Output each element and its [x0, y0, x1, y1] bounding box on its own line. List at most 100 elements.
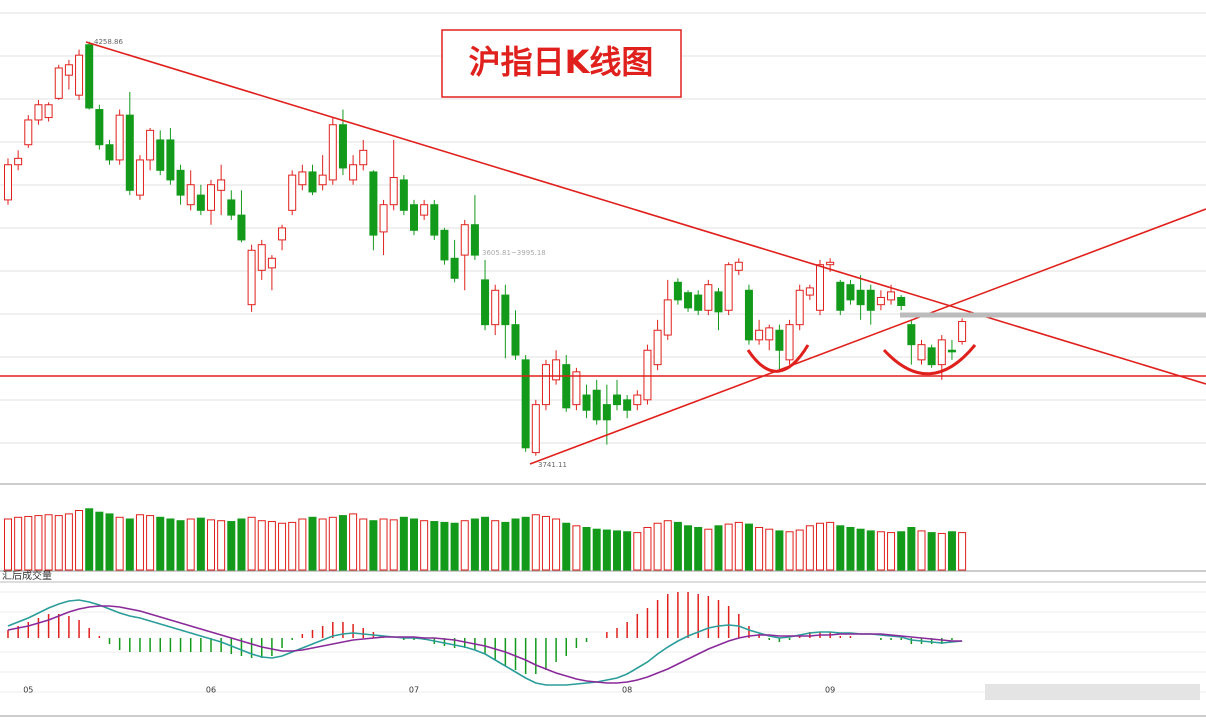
volume-bar: [34, 515, 43, 571]
candle-body: [623, 399, 632, 411]
volume-bar: [389, 519, 398, 571]
candle-body: [491, 289, 500, 326]
candle-body: [176, 169, 185, 196]
volume-bar: [663, 520, 672, 571]
volume-bar: [643, 527, 652, 571]
arc-mark: [746, 344, 810, 373]
candle-body: [826, 261, 835, 266]
candle-body: [278, 227, 287, 241]
candle-body: [328, 124, 337, 181]
candle-body: [298, 171, 307, 186]
volume-bar: [562, 522, 571, 571]
volume-bar: [866, 530, 875, 571]
volume-bar: [907, 527, 916, 571]
volume-bar: [887, 532, 896, 571]
candle-body: [572, 371, 581, 406]
candle-body: [694, 294, 703, 311]
candle-body: [135, 159, 144, 196]
volume-bar: [876, 531, 885, 571]
volume-bar: [430, 521, 439, 571]
candle-body: [765, 327, 774, 341]
candle-body: [410, 204, 418, 231]
candle-body: [237, 214, 246, 241]
candle-body: [318, 174, 327, 186]
volume-bar: [410, 518, 418, 571]
trend-line: [529, 208, 1206, 465]
candle-body: [958, 320, 967, 342]
candle-body: [105, 144, 114, 161]
candle-body: [704, 284, 713, 311]
volume-bar: [937, 532, 946, 571]
volume-bar: [470, 518, 479, 571]
candle-body: [186, 184, 195, 206]
candle-body: [14, 157, 23, 166]
candle-body: [460, 224, 469, 256]
volume-bar: [846, 527, 855, 571]
x-tick-label: 05: [23, 686, 33, 695]
volume-bar: [521, 516, 530, 571]
candle-body: [562, 364, 571, 409]
candle-body: [907, 324, 916, 346]
volume-bar: [613, 530, 621, 571]
volume-bar: [14, 516, 23, 571]
volume-bar: [176, 520, 185, 571]
candle-body: [541, 364, 550, 406]
volume-bar: [186, 518, 195, 571]
volume-bar: [816, 522, 824, 571]
volume-bar: [257, 520, 266, 571]
volume-bar: [156, 516, 165, 571]
candle-body: [288, 174, 297, 211]
candle-body: [552, 359, 561, 381]
volume-bar: [795, 529, 804, 571]
candle-body: [887, 291, 896, 301]
volume-bar: [450, 522, 459, 571]
candle-body: [95, 109, 104, 146]
candle-body: [217, 179, 226, 191]
candle-body: [643, 349, 652, 401]
candle-body: [805, 287, 814, 296]
x-tick-label: 08: [622, 686, 632, 695]
candle-body: [684, 292, 693, 309]
candle-body: [897, 296, 906, 306]
candle-body: [247, 249, 256, 306]
volume-bar: [420, 520, 429, 571]
candle-body: [75, 54, 84, 96]
volume-bar: [460, 520, 469, 571]
candle-body: [34, 104, 43, 121]
candle-body: [481, 279, 490, 326]
volume-bar: [298, 518, 307, 571]
volume-bar: [267, 521, 276, 571]
volume-bar: [44, 514, 53, 571]
candle-body: [227, 199, 236, 216]
volume-bar: [724, 523, 733, 571]
volume-bar: [623, 531, 632, 571]
volume-bar: [24, 515, 33, 571]
volume-bar: [592, 528, 601, 571]
candle-body: [673, 281, 682, 301]
volume-bar: [135, 514, 144, 571]
candle-body: [125, 114, 134, 191]
volume-bar: [602, 529, 611, 571]
volume-bar: [897, 531, 906, 571]
candle-body: [511, 324, 520, 356]
candle-body: [724, 264, 733, 311]
volume-bar: [714, 525, 723, 571]
volume-bar: [125, 518, 134, 571]
volume-bar: [927, 532, 936, 571]
volume-bar: [105, 513, 114, 571]
volume-bar: [196, 517, 205, 571]
volume-bar: [440, 521, 449, 571]
volume-bar: [704, 528, 713, 571]
candle-body: [917, 344, 926, 361]
chart-title: 沪指日K线图: [469, 43, 654, 81]
volume-bar: [531, 514, 540, 571]
volume-bar: [684, 525, 693, 571]
candle-body: [420, 204, 429, 216]
volume-bar: [673, 521, 682, 571]
volume-bar: [582, 527, 591, 571]
candle-body: [836, 281, 845, 311]
volume-bar: [64, 513, 73, 571]
volume-bar: [146, 515, 155, 571]
candle-body: [470, 224, 479, 256]
candle-body: [4, 164, 12, 201]
